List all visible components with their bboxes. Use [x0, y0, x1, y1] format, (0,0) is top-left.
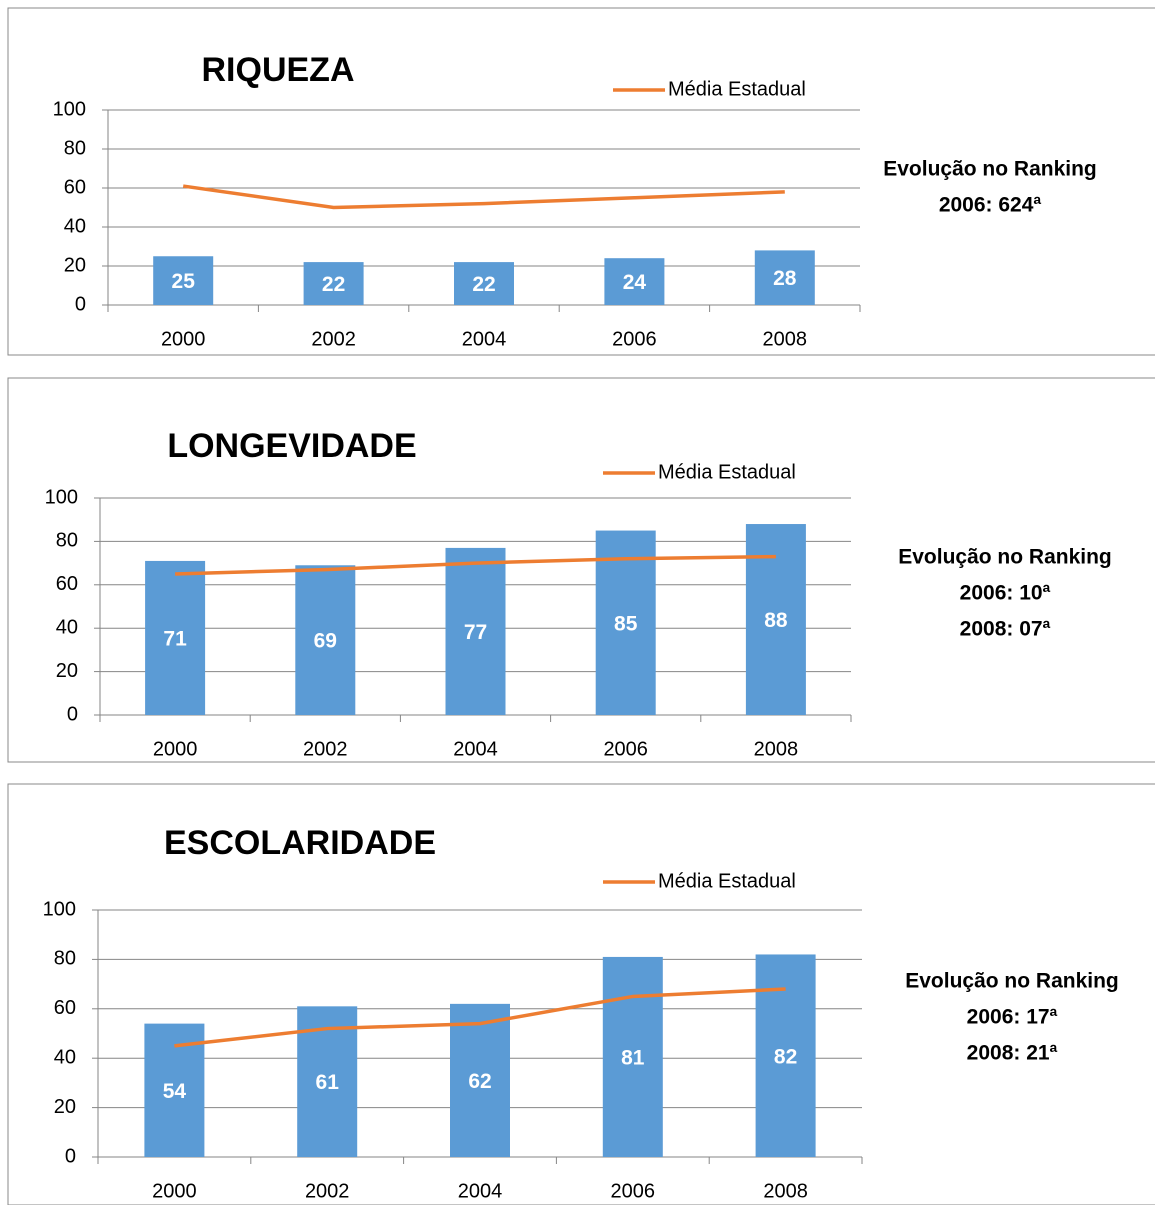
legend-label: Média Estadual — [658, 461, 796, 483]
bar-value-label: 22 — [472, 273, 495, 296]
legend-label: Média Estadual — [658, 870, 796, 892]
bar-value-label: 71 — [163, 628, 187, 651]
x-tick-label: 2000 — [152, 1180, 197, 1202]
bar-value-label: 62 — [468, 1070, 491, 1093]
y-tick-label: 20 — [56, 660, 78, 682]
y-tick-label: 100 — [45, 486, 78, 508]
x-tick-label: 2006 — [611, 1180, 656, 1202]
x-tick-label: 2004 — [453, 738, 498, 760]
x-tick-label: 2002 — [303, 738, 348, 760]
ranking-note: 2008: 21ª — [967, 1042, 1058, 1065]
panel-border — [7, 783, 1155, 1205]
bar-value-label: 22 — [322, 273, 345, 296]
y-tick-label: 100 — [53, 98, 86, 120]
x-tick-label: 2008 — [763, 1180, 808, 1202]
x-tick-label: 2000 — [153, 738, 198, 760]
y-tick-label: 80 — [54, 948, 76, 970]
y-tick-label: 0 — [67, 703, 78, 725]
y-tick-label: 60 — [64, 176, 86, 198]
y-tick-label: 100 — [43, 898, 76, 920]
bar — [755, 954, 816, 1157]
bar — [454, 262, 514, 305]
y-tick-label: 80 — [56, 530, 78, 552]
y-tick-label: 0 — [75, 293, 86, 315]
bar-value-label: 54 — [163, 1080, 187, 1103]
bar-value-label: 77 — [464, 621, 487, 644]
bar-value-label: 85 — [614, 612, 638, 635]
chart-title: LONGEVIDADE — [167, 427, 416, 465]
bar-value-label: 81 — [621, 1047, 645, 1070]
bar-value-label: 69 — [314, 630, 337, 653]
ranking-note: 2006: 10ª — [960, 582, 1051, 605]
bar — [754, 250, 815, 305]
bar-value-label: 25 — [172, 270, 196, 293]
ranking-note: Evolução no Ranking — [883, 158, 1097, 181]
line-series — [182, 184, 785, 210]
bar — [145, 560, 206, 715]
ranking-note: 2008: 07ª — [960, 618, 1051, 641]
ranking-note: 2006: 17ª — [967, 1006, 1058, 1029]
y-tick-label: 60 — [54, 997, 76, 1019]
bar-value-label: 24 — [623, 271, 647, 294]
ranking-note: Evolução no Ranking — [905, 970, 1119, 993]
panel-border — [7, 7, 1155, 356]
ranking-note: Evolução no Ranking — [898, 546, 1112, 569]
line-series — [175, 554, 776, 576]
y-tick-label: 20 — [64, 254, 86, 276]
y-tick-label: 0 — [65, 1145, 76, 1167]
bar-value-label: 88 — [764, 609, 788, 632]
bar — [303, 262, 364, 305]
legend-label: Média Estadual — [668, 78, 806, 100]
bar — [445, 547, 506, 715]
x-tick-label: 2008 — [763, 328, 808, 350]
y-tick-label: 60 — [56, 573, 78, 595]
x-tick-label: 2006 — [612, 328, 657, 350]
x-tick-label: 2004 — [462, 328, 507, 350]
x-tick-label: 2000 — [161, 328, 206, 350]
x-tick-label: 2002 — [311, 328, 356, 350]
x-tick-label: 2006 — [603, 738, 648, 760]
y-tick-label: 80 — [64, 137, 86, 159]
bar — [595, 530, 656, 715]
y-tick-label: 40 — [64, 215, 86, 237]
y-tick-label: 40 — [54, 1046, 76, 1068]
y-tick-label: 40 — [56, 616, 78, 638]
bar-value-label: 82 — [774, 1045, 797, 1068]
line-series — [174, 987, 786, 1048]
chart-title: ESCOLARIDADE — [164, 824, 436, 862]
y-tick-label: 20 — [54, 1096, 76, 1118]
bar — [450, 1003, 510, 1157]
x-tick-label: 2008 — [754, 738, 799, 760]
bar — [153, 256, 214, 305]
bar — [604, 258, 665, 305]
bar-value-label: 61 — [316, 1071, 340, 1094]
bar-value-label: 28 — [773, 267, 797, 290]
chart-title: RIQUEZA — [202, 51, 355, 89]
bar — [295, 565, 356, 715]
panel-border — [7, 377, 1155, 763]
x-tick-label: 2004 — [458, 1180, 503, 1202]
x-tick-label: 2002 — [305, 1180, 350, 1202]
ranking-note: 2006: 624ª — [939, 194, 1042, 217]
bar — [602, 956, 663, 1157]
